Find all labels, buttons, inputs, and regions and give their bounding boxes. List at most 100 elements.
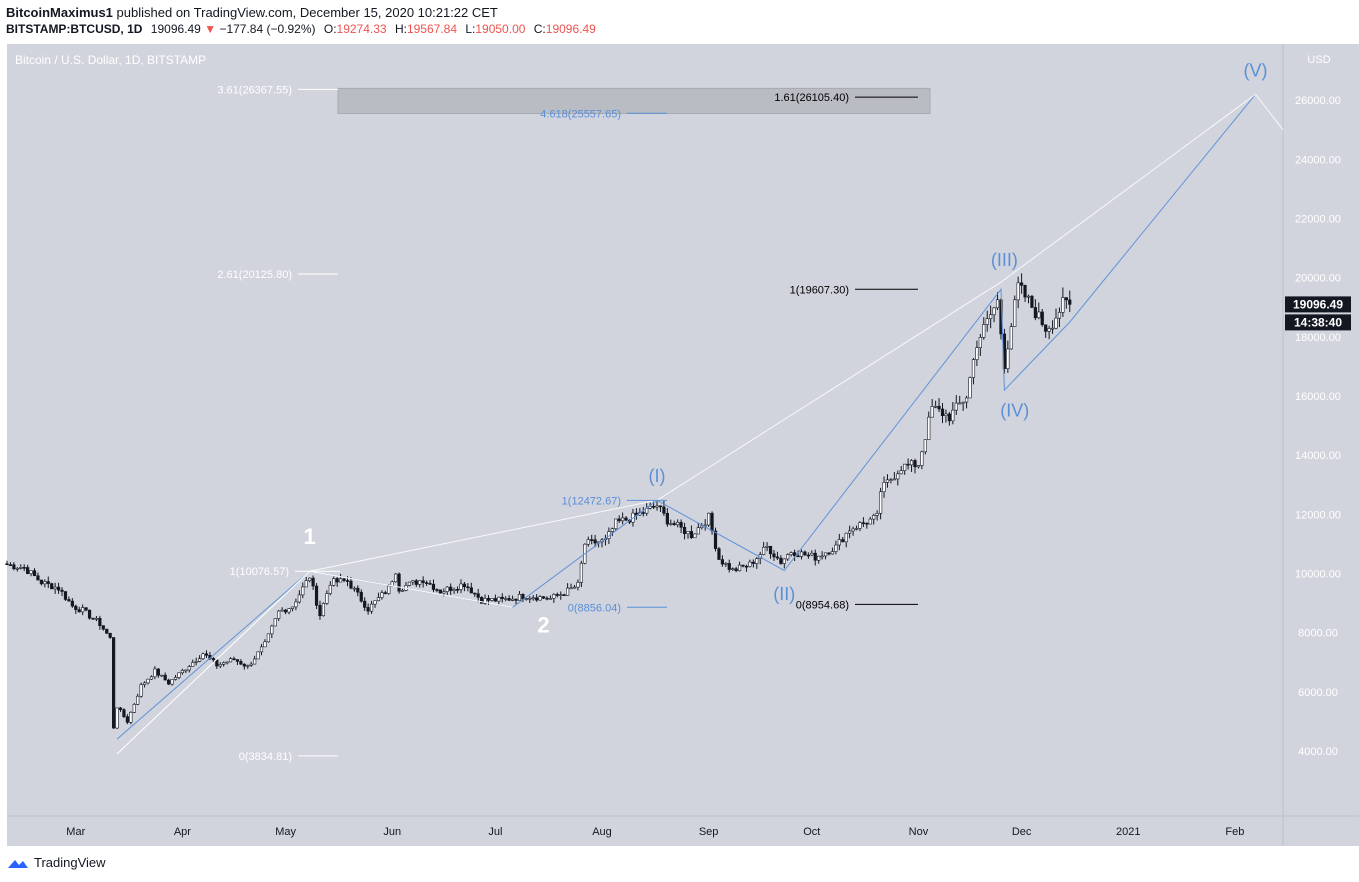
price-axis[interactable] — [1283, 44, 1359, 816]
candle-body — [566, 587, 570, 596]
candle-body — [823, 552, 828, 557]
candle-body — [198, 658, 202, 662]
candle-body — [294, 601, 298, 608]
candle-body — [576, 582, 580, 588]
x-tick-label: Nov — [909, 826, 929, 838]
candle-body — [913, 460, 917, 468]
fib-level-label: 0(8954.68) — [796, 599, 849, 611]
candle-body — [118, 707, 123, 710]
candle-body — [968, 377, 972, 399]
candle-body — [1020, 282, 1024, 286]
x-tick-label: Apr — [174, 826, 191, 838]
x-tick-label: Sep — [699, 826, 719, 838]
candle-body — [782, 558, 786, 564]
candle-body — [1026, 295, 1031, 298]
candles — [5, 273, 1072, 730]
y-tick-label: 20000.00 — [1295, 273, 1341, 285]
candle-body — [954, 402, 958, 411]
candle-body — [342, 578, 346, 581]
wave-label: (IV) — [1000, 401, 1029, 421]
candle-body — [724, 563, 728, 565]
candle-body — [851, 528, 855, 532]
candle-body — [167, 679, 171, 685]
candle-body — [971, 359, 976, 378]
candle-body — [961, 401, 965, 404]
candle-body — [545, 597, 549, 600]
fib-level-label: 3.61(26367.55) — [217, 84, 292, 96]
x-tick-label: Mar — [66, 826, 85, 838]
candle-body — [67, 599, 71, 602]
candle-body — [903, 463, 907, 471]
ohlc-legend: BITSTAMP:BTCUSD, 1D 19096.49 ▼ −177.84 (… — [6, 22, 596, 36]
candle-body — [799, 551, 804, 557]
y-axis-ticks: 26000.00 24000.00 22000.00 20000.00 18000.00… — [1295, 95, 1341, 758]
candle-body — [349, 580, 353, 589]
candle-body — [452, 589, 456, 591]
candle-body — [43, 581, 47, 585]
candle-body — [101, 625, 105, 630]
wave-labels: 1 2 (I) (II) (III) (IV) (V) — [304, 61, 1268, 638]
candle-body — [920, 451, 924, 466]
candle-body — [696, 527, 700, 535]
candle-body — [8, 564, 13, 566]
candle-body — [387, 585, 391, 594]
candle-body — [514, 598, 518, 601]
candle-body — [204, 653, 209, 656]
candle-body — [569, 587, 573, 590]
fib-level-label: 1(12472.67) — [562, 495, 621, 507]
candle-body — [26, 567, 30, 574]
candle-body — [982, 324, 986, 338]
high-value: 19567.84 — [406, 22, 457, 36]
candle-body — [885, 479, 890, 483]
plot-area[interactable] — [7, 44, 1283, 816]
tradingview-logo[interactable]: TradingView — [6, 855, 106, 870]
publish-date: published on TradingView.com, December 1… — [116, 5, 498, 20]
candle-body — [964, 397, 969, 403]
candle-body — [438, 589, 442, 594]
candle-body — [184, 669, 188, 672]
candle-body — [29, 570, 33, 574]
candle-body — [896, 473, 900, 480]
fib-levels: 3.61(26367.55) 2.61(20125.80) 1(10076.57) 0… — [217, 84, 918, 763]
candle-body — [94, 617, 99, 620]
candle-body — [56, 586, 61, 591]
candle-body — [517, 594, 522, 601]
candle-body — [431, 583, 436, 590]
x-tick-label: May — [275, 826, 296, 838]
candle-body — [559, 594, 563, 597]
candle-body — [5, 563, 9, 566]
candle-body — [60, 589, 64, 592]
candle-body — [339, 578, 343, 583]
candle-body — [655, 505, 659, 508]
candle-body — [321, 603, 326, 617]
candle-body — [74, 605, 78, 610]
candle-body — [1013, 299, 1017, 327]
candle-body — [414, 580, 418, 585]
close-label: C: — [533, 22, 546, 36]
wave-label: (V) — [1243, 61, 1267, 81]
candle-body — [686, 531, 690, 535]
candle-body — [872, 515, 876, 520]
candle-body — [707, 512, 711, 526]
time-axis[interactable] — [7, 816, 1283, 846]
candle-body — [700, 525, 704, 528]
open-value: 19274.33 — [336, 22, 387, 36]
candle-body — [256, 651, 260, 660]
candle-body — [940, 408, 945, 416]
candle-body — [253, 658, 257, 665]
wave-label: (II) — [773, 584, 795, 604]
candle-body — [380, 592, 384, 598]
candle-body — [810, 552, 814, 556]
author-name[interactable]: BitcoinMaximus1 — [6, 5, 113, 20]
candle-body — [428, 583, 432, 585]
candle-body — [400, 590, 405, 592]
candle-body — [194, 661, 198, 663]
y-tick-label: 4000.00 — [1298, 746, 1338, 758]
candle-body — [614, 518, 618, 530]
candle-body — [273, 618, 277, 627]
candle-body — [858, 522, 862, 529]
candle-body — [772, 553, 776, 558]
y-tick-label: 24000.00 — [1295, 154, 1341, 166]
candle-body — [624, 517, 628, 521]
